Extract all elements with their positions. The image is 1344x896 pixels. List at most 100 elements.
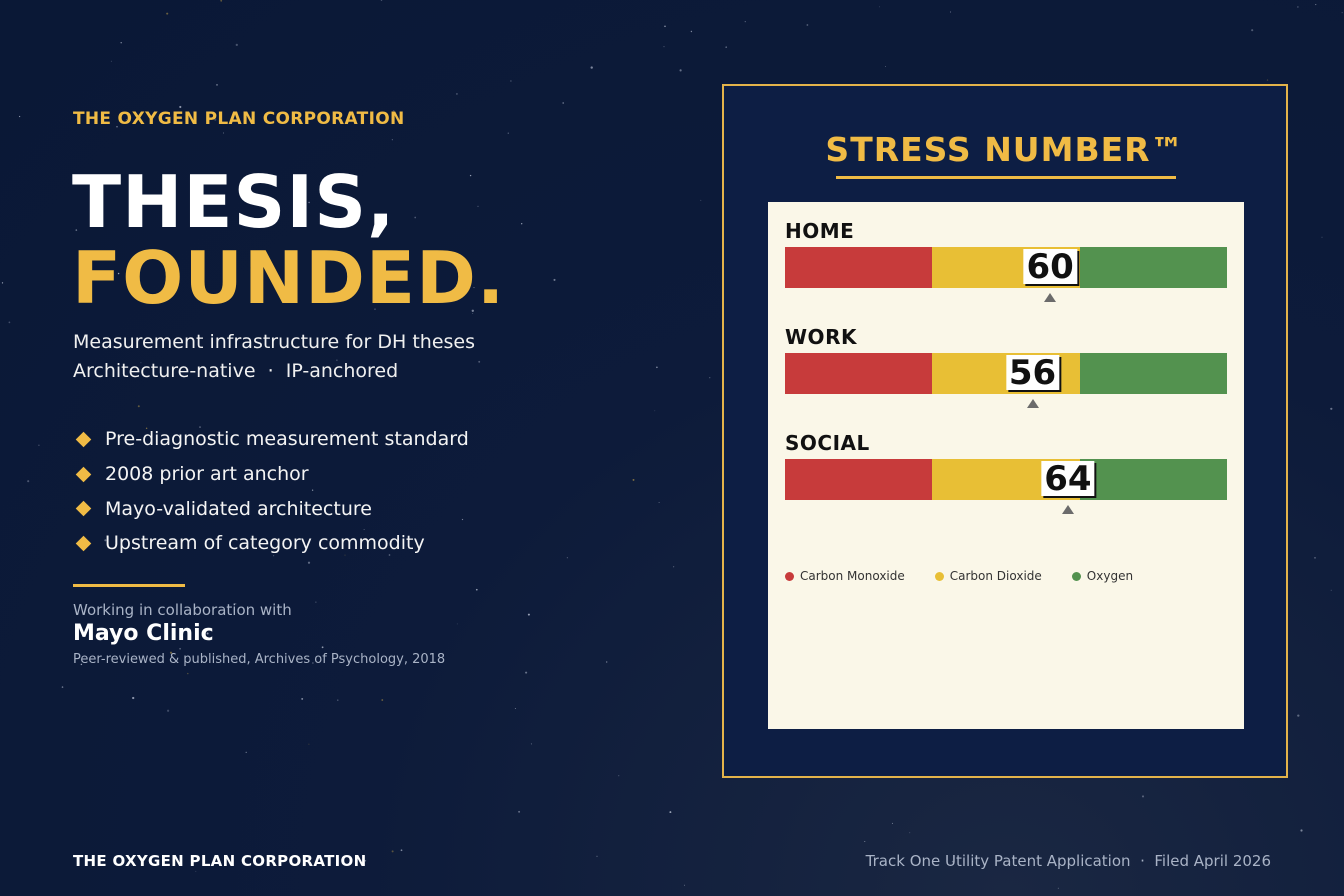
star-dot [110,60,112,62]
headline-line-1: THESIS, [72,160,396,244]
star-dot [525,671,528,674]
feature-text: Pre-diagnostic measurement standard [105,428,469,451]
star-dot [478,360,481,363]
legend-item: Carbon Dioxide [934,569,1042,583]
collaboration-lead: Working in collaboration with [73,601,292,619]
star-dot [1314,557,1316,559]
star-dot [521,223,523,225]
star-dot [400,849,403,852]
title-underline [836,176,1176,179]
star-dot [245,751,247,754]
score-marker-icon [1044,293,1057,302]
star-dot [806,24,809,26]
star-dot [664,25,666,28]
star-dot [166,12,169,15]
star-dot [1315,4,1317,6]
star-dot [514,707,516,710]
legend: Carbon Monoxide Carbon Dioxide Oxygen [785,569,1163,583]
oxygen-dot-icon [1071,571,1081,581]
star-dot [744,20,746,23]
star-dot [1,282,4,284]
star-dot [1297,6,1299,8]
legend-item: Carbon Monoxide [785,569,905,583]
legend-item: Oxygen [1071,569,1134,583]
star-dot [337,699,339,701]
star-dot [562,102,565,104]
feature-text: Mayo-validated architecture [105,497,372,520]
feature-item: Mayo-validated architecture [73,491,469,526]
star-dot [566,557,569,559]
feature-item: Upstream of category commodity [73,526,469,561]
oxygen-zone [1079,459,1227,500]
gauge-bar [785,247,1227,288]
diamond-icon [75,431,92,448]
star-dot [1251,29,1254,32]
star-dot [885,66,886,67]
star-dot [38,444,40,447]
star-dot [658,502,660,503]
star-dot [891,822,893,824]
star-dot [656,366,658,369]
company-eyebrow: THE OXYGEN PLAN CORPORATION [73,109,405,129]
star-dot [690,30,693,33]
star-dot [391,850,394,853]
star-dot [1341,12,1343,14]
star-dot [307,561,311,564]
star-dot [684,884,686,886]
diamond-icon [75,535,92,552]
star-dot [179,647,181,650]
star-dot [709,377,711,379]
star-dot [195,870,197,872]
star-dot [1141,795,1145,798]
subtitle-line-2: Architecture-native · IP-anchored [73,360,399,382]
stress-number-panel: STRESS NUMBER™ HOME 60 WORK 56 SOCIAL [722,84,1288,778]
star-dot [61,686,64,688]
oxygen-zone [1079,353,1227,394]
star-dot [618,775,620,777]
star-dot [132,696,135,700]
headline: THESIS, FOUNDED. [72,164,505,316]
star-dot [725,46,727,48]
star-dot [1330,589,1332,591]
carbon-monoxide-zone [785,459,933,500]
star-dot [590,66,593,69]
gauge-bar [785,459,1227,500]
star-dot [864,841,866,842]
star-dot [120,41,122,44]
star-dot [510,80,512,82]
score-marker-icon [1061,505,1074,514]
star-dot [1330,407,1333,410]
star-dot [137,405,140,408]
carbon-dioxide-dot-icon [934,571,944,581]
metric-label: SOCIAL [785,431,870,455]
oxygen-zone [1079,247,1227,288]
score-marker-icon [1026,399,1039,408]
score-value: 60 [1023,249,1077,286]
headline-line-2: FOUNDED. [72,236,506,320]
star-dot [18,115,21,118]
star-dot [596,855,598,857]
publication-note: Peer-reviewed & published, Archives of P… [73,652,446,667]
star-dot [315,601,317,603]
star-dot [679,69,682,72]
feature-text: Upstream of category commodity [105,532,425,555]
subtitle: Measurement infrastructure for DH theses… [73,328,475,386]
star-dot [663,45,665,48]
star-dot [27,480,30,483]
star-dot [456,623,458,625]
diamond-icon [75,466,92,482]
star-dot [632,478,635,481]
star-dot [216,84,218,86]
legend-label: Oxygen [1086,569,1134,583]
diamond-icon [75,500,92,517]
star-dot [879,6,880,8]
metric-label: WORK [785,325,857,349]
star-dot [654,410,656,412]
star-dot [553,278,556,281]
star-dot [8,321,11,324]
star-dot [235,43,238,47]
carbon-monoxide-zone [785,247,933,288]
star-dot [1300,829,1303,832]
subtitle-line-1: Measurement infrastructure for DH theses [73,331,475,353]
star-dot [700,199,702,201]
